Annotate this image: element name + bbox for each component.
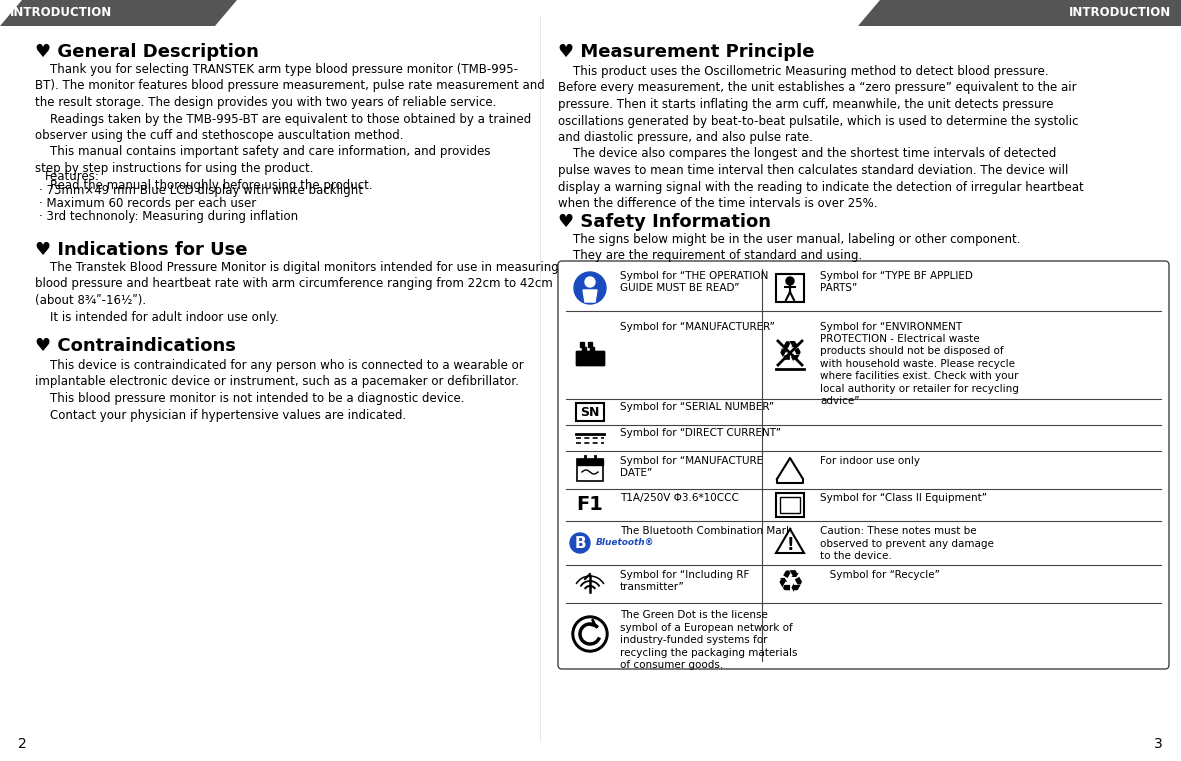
Text: ♥ Measurement Principle: ♥ Measurement Principle xyxy=(557,43,815,61)
Text: Symbol for “Class II Equipment”: Symbol for “Class II Equipment” xyxy=(820,493,987,503)
Text: INTRODUCTION: INTRODUCTION xyxy=(1069,7,1172,20)
Polygon shape xyxy=(0,0,237,26)
Text: Symbol for “SERIAL NUMBER”: Symbol for “SERIAL NUMBER” xyxy=(620,402,774,412)
Polygon shape xyxy=(580,342,583,347)
Text: This device is contraindicated for any person who is connected to a wearable or
: This device is contraindicated for any p… xyxy=(35,359,523,422)
Text: Symbol for “MANUFACTURE
DATE”: Symbol for “MANUFACTURE DATE” xyxy=(620,456,763,478)
Text: Symbol for “Including RF
transmitter”: Symbol for “Including RF transmitter” xyxy=(620,569,750,592)
Text: The Green Dot is the license
symbol of a European network of
industry-funded sys: The Green Dot is the license symbol of a… xyxy=(620,610,797,670)
Text: · Maximum 60 records per each user: · Maximum 60 records per each user xyxy=(39,197,256,210)
Circle shape xyxy=(572,616,608,652)
Text: ♻: ♻ xyxy=(776,569,804,598)
Text: 3: 3 xyxy=(1154,737,1163,751)
Text: SN: SN xyxy=(580,406,600,419)
Text: !: ! xyxy=(787,536,794,554)
Polygon shape xyxy=(776,529,804,553)
Text: Bluetooth®: Bluetooth® xyxy=(596,537,654,546)
Polygon shape xyxy=(578,459,603,465)
Text: T1A/250V Φ3.6*10CCC: T1A/250V Φ3.6*10CCC xyxy=(620,493,739,503)
Text: INTRODUCTION: INTRODUCTION xyxy=(9,7,112,20)
Text: Symbol for “Recycle”: Symbol for “Recycle” xyxy=(820,569,940,580)
Text: Symbol for “ENVIRONMENT
PROTECTION - Electrical waste
products should not be dis: Symbol for “ENVIRONMENT PROTECTION - Ele… xyxy=(820,322,1019,406)
Text: Symbol for “TYPE BF APPLIED
PARTS”: Symbol for “TYPE BF APPLIED PARTS” xyxy=(820,270,973,293)
Polygon shape xyxy=(859,0,1181,26)
Text: F1: F1 xyxy=(576,495,603,514)
Circle shape xyxy=(585,277,595,287)
Circle shape xyxy=(575,619,605,649)
FancyBboxPatch shape xyxy=(776,274,804,302)
Text: ♥ Indications for Use: ♥ Indications for Use xyxy=(35,241,248,259)
Polygon shape xyxy=(583,290,598,302)
Text: The Transtek Blood Pressure Monitor is digital monitors intended for use in meas: The Transtek Blood Pressure Monitor is d… xyxy=(35,261,559,323)
Circle shape xyxy=(787,277,794,285)
Circle shape xyxy=(570,533,590,553)
Text: Caution: These notes must be
observed to prevent any damage
to the device.: Caution: These notes must be observed to… xyxy=(820,527,994,561)
Text: · 3rd technonoly: Measuring during inflation: · 3rd technonoly: Measuring during infla… xyxy=(39,210,298,223)
Text: ♥ Safety Information: ♥ Safety Information xyxy=(557,213,771,231)
Text: ♥ Contraindications: ♥ Contraindications xyxy=(35,337,236,355)
FancyBboxPatch shape xyxy=(776,493,804,517)
Text: ♥ General Description: ♥ General Description xyxy=(35,43,259,61)
Text: The Bluetooth Combination Mark: The Bluetooth Combination Mark xyxy=(620,527,792,537)
Polygon shape xyxy=(588,342,592,347)
Text: This product uses the Oscillometric Measuring method to detect blood pressure.
B: This product uses the Oscillometric Meas… xyxy=(557,65,1084,210)
Text: 2: 2 xyxy=(18,737,27,751)
FancyBboxPatch shape xyxy=(578,459,603,481)
Text: ♻: ♻ xyxy=(777,339,802,367)
Text: Symbol for “DIRECT CURRENT”: Symbol for “DIRECT CURRENT” xyxy=(620,428,781,438)
Text: Features:: Features: xyxy=(45,170,100,183)
FancyBboxPatch shape xyxy=(557,261,1169,669)
FancyBboxPatch shape xyxy=(576,403,603,421)
Text: For indoor use only: For indoor use only xyxy=(820,456,920,466)
Polygon shape xyxy=(576,347,603,365)
Polygon shape xyxy=(576,351,603,365)
Text: Symbol for “MANUFACTURER”: Symbol for “MANUFACTURER” xyxy=(620,322,775,332)
Text: B: B xyxy=(574,536,586,550)
Text: Symbol for “THE OPERATION
GUIDE MUST BE READ”: Symbol for “THE OPERATION GUIDE MUST BE … xyxy=(620,270,769,293)
Text: · 73mm×49 mm Blue LCD display with white backlight: · 73mm×49 mm Blue LCD display with white… xyxy=(39,184,363,197)
FancyBboxPatch shape xyxy=(779,497,800,513)
Text: Thank you for selecting TRANSTEK arm type blood pressure monitor (TMB-995-
BT). : Thank you for selecting TRANSTEK arm typ… xyxy=(35,63,544,192)
Circle shape xyxy=(574,272,606,304)
Text: The signs below might be in the user manual, labeling or other component.
    Th: The signs below might be in the user man… xyxy=(557,233,1020,263)
